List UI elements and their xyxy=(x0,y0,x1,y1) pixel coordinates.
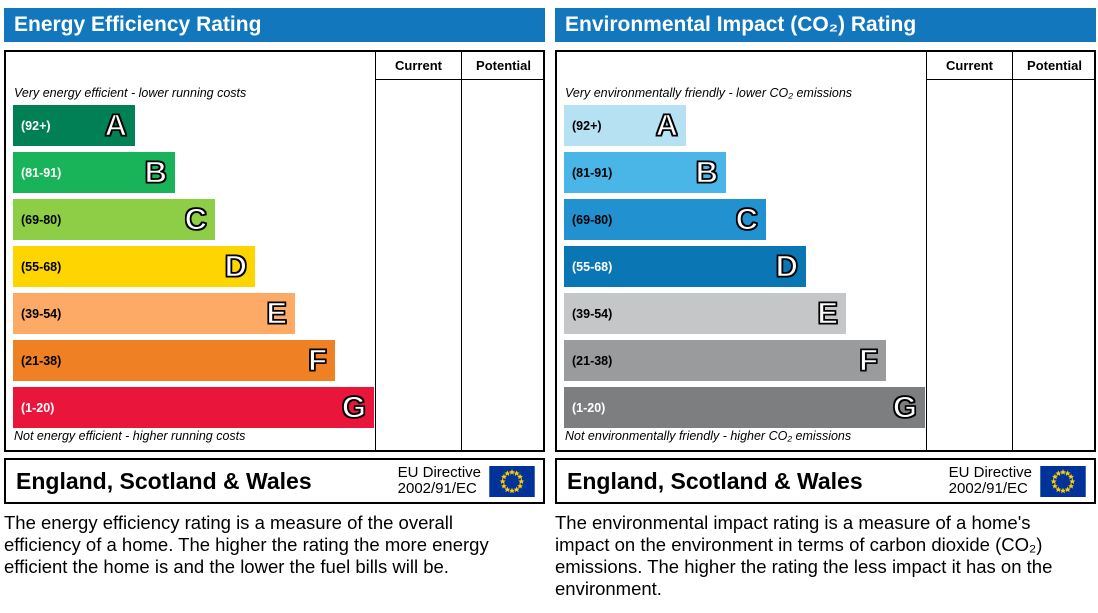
band-bar: (55-68) D xyxy=(13,246,255,287)
rating-panel: Energy Efficiency Rating Current Potenti… xyxy=(4,8,545,600)
band-bar: (81-91) B xyxy=(13,152,175,193)
current-column-header: Current xyxy=(927,52,1012,80)
band-bar: (1-20) G xyxy=(564,387,925,428)
band-range-label: (39-54) xyxy=(21,306,62,321)
bottom-caption: Not environmentally friendly - higher CO… xyxy=(565,429,852,443)
panel-title-bar: Environmental Impact (CO₂) Rating xyxy=(555,8,1096,42)
description-text: The energy efficiency rating is a measur… xyxy=(4,512,489,577)
band-letter: B xyxy=(144,154,168,190)
band-row: (1-20) G xyxy=(564,387,925,428)
eu-directive-label: EU Directive 2002/91/EC xyxy=(948,463,1032,498)
epc-rating-charts: Energy Efficiency Rating Current Potenti… xyxy=(4,8,1096,600)
band-row: (1-20) G xyxy=(13,387,374,428)
chart-box: Current Potential Very environmentally f… xyxy=(555,50,1096,452)
band-row: (81-91) B xyxy=(13,152,374,193)
band-bar: (92+) A xyxy=(13,105,135,146)
band-row: (81-91) B xyxy=(564,152,925,193)
current-column-divider xyxy=(926,52,927,450)
band-letter: F xyxy=(858,342,878,378)
description-text: The environmental impact rating is a mea… xyxy=(555,512,1053,599)
band-letter: A xyxy=(104,107,128,143)
band-range-label: (39-54) xyxy=(572,306,613,321)
band-range-label: (92+) xyxy=(572,118,602,133)
potential-column-divider xyxy=(1012,52,1013,450)
band-bar: (21-38) F xyxy=(13,340,335,381)
band-letter: D xyxy=(775,248,799,284)
current-column-divider xyxy=(375,52,376,450)
band-range-label: (92+) xyxy=(21,118,51,133)
band-letter: C xyxy=(184,201,208,237)
footer: England, Scotland & Wales EU Directive 2… xyxy=(4,458,545,504)
band-letter: G xyxy=(341,389,367,425)
band-row: (21-38) F xyxy=(564,340,925,381)
bottom-caption: Not energy efficient - higher running co… xyxy=(14,429,246,443)
bands: (92+) A (81-91) B (69-80) C (55-68) D (3… xyxy=(564,105,925,434)
band-letter: G xyxy=(892,389,918,425)
band-letter: C xyxy=(735,201,759,237)
band-bar: (81-91) B xyxy=(564,152,726,193)
region-label: England, Scotland & Wales xyxy=(16,467,312,494)
band-row: (69-80) C xyxy=(13,199,374,240)
band-letter: A xyxy=(655,107,679,143)
band-row: (69-80) C xyxy=(564,199,925,240)
top-caption: Very energy efficient - lower running co… xyxy=(14,86,247,100)
eu-flag-icon xyxy=(1040,465,1086,497)
potential-column-divider xyxy=(461,52,462,450)
band-letter: B xyxy=(695,154,719,190)
panel-title: Energy Efficiency Rating xyxy=(14,13,262,36)
band-bar: (39-54) E xyxy=(564,293,846,334)
band-bar: (1-20) G xyxy=(13,387,374,428)
eu-directive-label: EU Directive 2002/91/EC xyxy=(397,463,481,498)
band-range-label: (55-68) xyxy=(21,259,62,274)
band-range-label: (1-20) xyxy=(572,400,606,415)
eu-directive-line1: EU Directive xyxy=(397,463,481,481)
band-range-label: (21-38) xyxy=(21,353,62,368)
current-column-header: Current xyxy=(376,52,461,80)
panel-title: Environmental Impact (CO₂) Rating xyxy=(565,13,917,36)
band-row: (21-38) F xyxy=(13,340,374,381)
eu-directive-line2: 2002/91/EC xyxy=(948,480,1028,497)
eu-directive-line2: 2002/91/EC xyxy=(397,480,477,497)
band-letter: E xyxy=(266,295,288,331)
band-range-label: (81-91) xyxy=(572,165,613,180)
band-range-label: (69-80) xyxy=(572,212,613,227)
band-letter: D xyxy=(224,248,248,284)
chart-box: Current Potential Very energy efficient … xyxy=(4,50,545,452)
band-bar: (69-80) C xyxy=(564,199,766,240)
band-bar: (21-38) F xyxy=(564,340,886,381)
footer: England, Scotland & Wales EU Directive 2… xyxy=(555,458,1096,504)
band-row: (39-54) E xyxy=(564,293,925,334)
band-row: (92+) A xyxy=(564,105,925,146)
eu-directive-line1: EU Directive xyxy=(948,463,1032,481)
band-row: (55-68) D xyxy=(564,246,925,287)
band-range-label: (21-38) xyxy=(572,353,613,368)
band-row: (39-54) E xyxy=(13,293,374,334)
rating-panel: Environmental Impact (CO₂) Rating Curren… xyxy=(555,8,1096,600)
panel-title-bar: Energy Efficiency Rating xyxy=(4,8,545,42)
band-range-label: (1-20) xyxy=(21,400,55,415)
band-bar: (69-80) C xyxy=(13,199,215,240)
band-range-label: (55-68) xyxy=(572,259,613,274)
band-range-label: (81-91) xyxy=(21,165,62,180)
band-bar: (39-54) E xyxy=(13,293,295,334)
band-row: (55-68) D xyxy=(13,246,374,287)
band-range-label: (69-80) xyxy=(21,212,62,227)
band-letter: F xyxy=(307,342,327,378)
band-bar: (55-68) D xyxy=(564,246,806,287)
eu-flag-icon xyxy=(489,465,535,497)
region-label: England, Scotland & Wales xyxy=(567,467,863,494)
band-row: (92+) A xyxy=(13,105,374,146)
potential-column-header: Potential xyxy=(1013,52,1096,80)
bands: (92+) A (81-91) B (69-80) C (55-68) D (3… xyxy=(13,105,374,434)
potential-column-header: Potential xyxy=(462,52,545,80)
top-caption: Very environmentally friendly - lower CO… xyxy=(565,86,853,100)
band-letter: E xyxy=(817,295,839,331)
band-bar: (92+) A xyxy=(564,105,686,146)
